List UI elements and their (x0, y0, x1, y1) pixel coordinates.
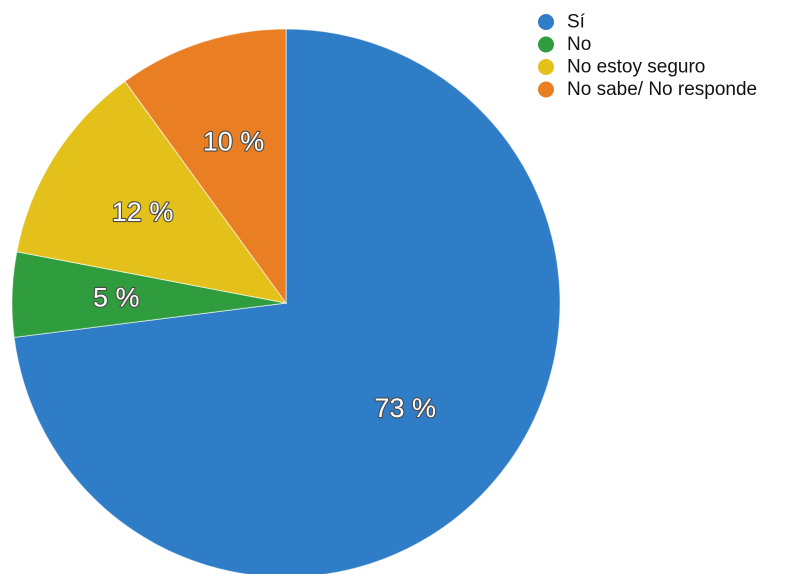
pie-slice-sheen-no-sabe-no-responde (124, 29, 286, 303)
legend-label-no: No (567, 34, 591, 55)
slice-value-label-no: 5 % (93, 283, 140, 313)
pie-slice-sheen-no-estoy-seguro (16, 81, 286, 303)
legend-label-no-sabe-no-responde: No sabe/ No responde (567, 79, 757, 100)
legend-marker-no-estoy-seguro (538, 59, 554, 75)
slice-value-label-no-estoy-seguro: 12 % (112, 197, 174, 227)
slice-labels: 73 % 5 % 12 % 10 % (92, 125, 437, 424)
legend-label-s: Sí (567, 12, 586, 33)
pie-slice-sheen-s (14, 29, 560, 574)
legend-label-no-estoy-seguro: No estoy seguro (567, 57, 705, 78)
legend-marker-s (538, 14, 554, 30)
legend-marker-no-sabe-no-responde (538, 81, 554, 98)
legend-marker-no (538, 36, 554, 53)
pie-slices (11, 28, 561, 574)
pie-slice-sheen-no (11, 251, 286, 338)
slice-value-label-no-sabe-no-responde: 10 % (203, 126, 265, 156)
slice-value-label-s: 73 % (374, 393, 436, 423)
